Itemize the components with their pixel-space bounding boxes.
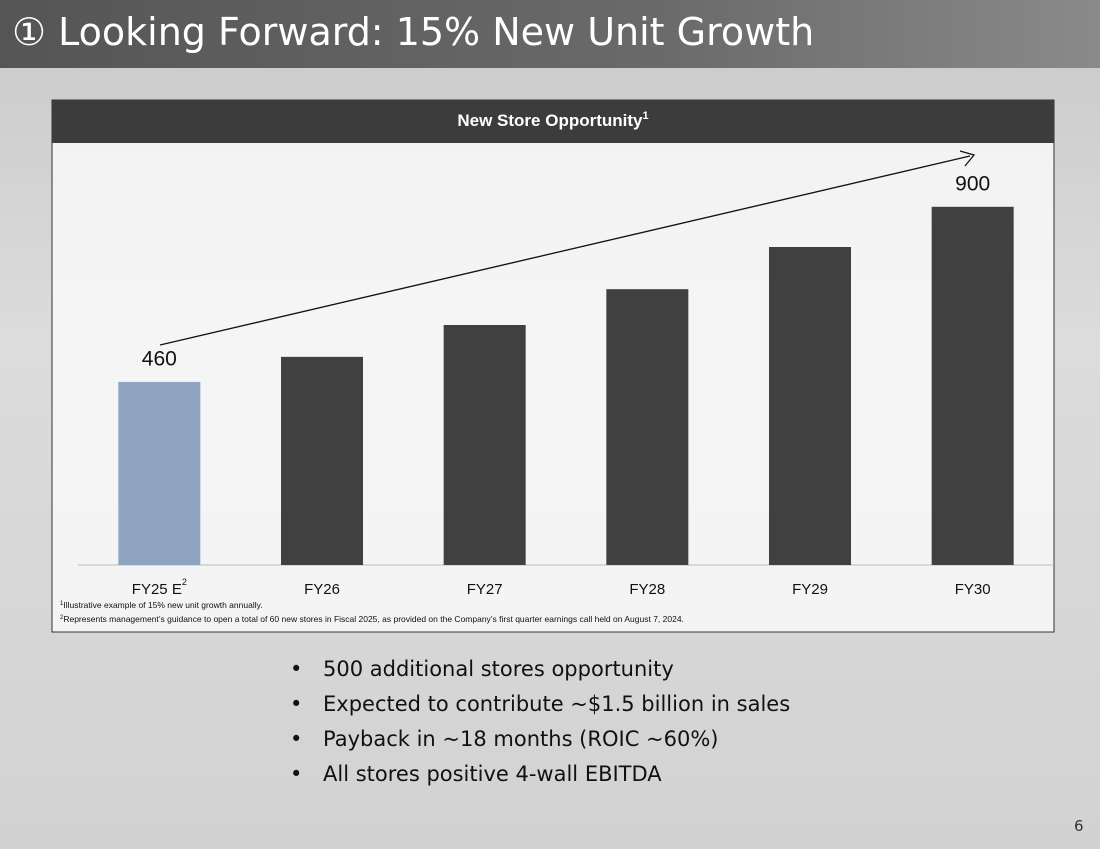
- chart-header: [52, 100, 1054, 143]
- bullet: Expected to contribute ~$1.5 billion in …: [290, 687, 790, 722]
- x-tick-label: FY28: [629, 581, 665, 598]
- chart-title: New Store Opportunity1: [457, 110, 648, 131]
- footnote-text: Represents management’s guidance to open…: [63, 614, 684, 624]
- x-tick-label-text: FY28: [629, 581, 665, 598]
- footnote-marker: 1: [60, 601, 64, 607]
- x-tick-label: FY26: [304, 581, 340, 598]
- x-tick-label-text: FY29: [792, 581, 828, 598]
- footnote: 2Represents management’s guidance to ope…: [60, 614, 684, 624]
- chart-title-text: New Store Opportunity: [457, 111, 643, 130]
- x-tick-label-text: FY25 E: [132, 581, 182, 598]
- bar: [931, 206, 1014, 566]
- slide-title: ① Looking Forward: 15% New Unit Growth: [12, 10, 815, 54]
- chart-box: [51, 99, 1055, 633]
- bar: [281, 356, 363, 565]
- x-tick-label: FY29: [792, 581, 828, 598]
- x-tick-label: FY30: [955, 581, 991, 598]
- x-tick-label-text: FY27: [467, 581, 503, 598]
- bar: [606, 289, 689, 565]
- data-label: 460: [142, 347, 177, 370]
- bullet: Payback in ~18 months (ROIC ~60%): [290, 722, 790, 757]
- x-tick-label-text: FY26: [304, 581, 340, 598]
- x-tick-label: FY27: [467, 581, 503, 598]
- bar: [443, 325, 526, 565]
- x-tick-label-note: 2: [182, 577, 187, 587]
- chart-title-note: 1: [643, 110, 649, 122]
- bar: [769, 246, 851, 566]
- bullet-list: 500 additional stores opportunity Expect…: [290, 652, 790, 792]
- trend-arrow: [159, 155, 971, 346]
- arrow-head: [959, 150, 976, 167]
- title-bar: [0, 0, 1100, 68]
- bullet: All stores positive 4-wall EBITDA: [290, 757, 790, 792]
- bar: [118, 381, 201, 565]
- footnote-text: Illustrative example of 15% new unit gro…: [63, 600, 262, 610]
- footnote-marker: 2: [60, 615, 64, 621]
- data-label: 900: [955, 172, 990, 195]
- x-tick-label-text: FY30: [955, 581, 991, 598]
- footnote: 1Illustrative example of 15% new unit gr…: [60, 600, 263, 610]
- bullet: 500 additional stores opportunity: [290, 652, 790, 687]
- page-number: 6: [1074, 817, 1084, 835]
- x-tick-label: FY25 E2: [132, 577, 187, 598]
